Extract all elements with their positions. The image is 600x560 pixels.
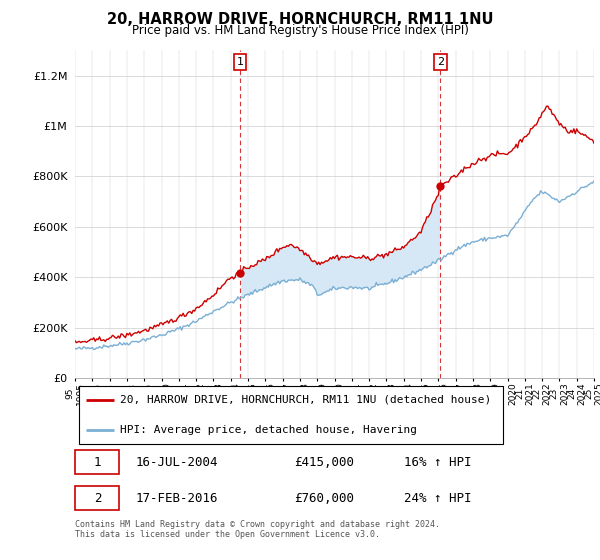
Text: 2: 2 bbox=[94, 492, 101, 505]
FancyBboxPatch shape bbox=[79, 386, 503, 444]
Text: HPI: Average price, detached house, Havering: HPI: Average price, detached house, Have… bbox=[121, 425, 418, 435]
Text: Contains HM Land Registry data © Crown copyright and database right 2024.
This d: Contains HM Land Registry data © Crown c… bbox=[75, 520, 440, 539]
Text: 20, HARROW DRIVE, HORNCHURCH, RM11 1NU: 20, HARROW DRIVE, HORNCHURCH, RM11 1NU bbox=[107, 12, 493, 27]
Text: 17-FEB-2016: 17-FEB-2016 bbox=[135, 492, 218, 505]
FancyBboxPatch shape bbox=[75, 450, 119, 474]
Text: 16% ↑ HPI: 16% ↑ HPI bbox=[404, 456, 472, 469]
Text: 24% ↑ HPI: 24% ↑ HPI bbox=[404, 492, 472, 505]
Text: £415,000: £415,000 bbox=[294, 456, 354, 469]
Text: £760,000: £760,000 bbox=[294, 492, 354, 505]
Text: 2: 2 bbox=[437, 57, 444, 67]
Text: Price paid vs. HM Land Registry's House Price Index (HPI): Price paid vs. HM Land Registry's House … bbox=[131, 24, 469, 37]
Text: 20, HARROW DRIVE, HORNCHURCH, RM11 1NU (detached house): 20, HARROW DRIVE, HORNCHURCH, RM11 1NU (… bbox=[121, 395, 491, 405]
FancyBboxPatch shape bbox=[75, 486, 119, 511]
Text: 1: 1 bbox=[236, 57, 244, 67]
Text: 16-JUL-2004: 16-JUL-2004 bbox=[135, 456, 218, 469]
Text: 1: 1 bbox=[94, 456, 101, 469]
